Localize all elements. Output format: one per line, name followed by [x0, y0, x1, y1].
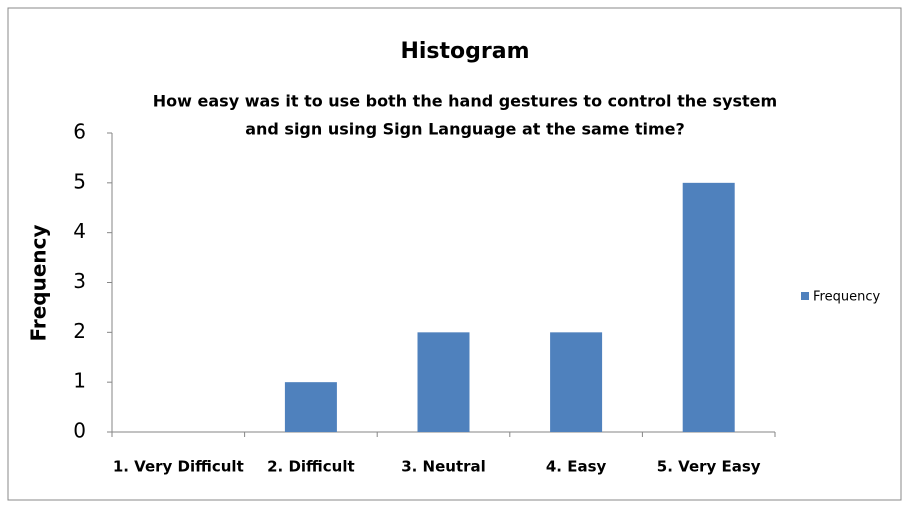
chart-subtitle: How easy was it to use both the hand ges…	[153, 92, 777, 111]
y-tick-label: 6	[73, 120, 86, 144]
y-tick-label: 4	[73, 219, 86, 243]
legend-label: Frequency	[813, 290, 880, 305]
bar	[550, 332, 603, 432]
chart-title: Histogram	[400, 39, 529, 64]
legend-swatch	[801, 292, 809, 300]
y-tick-label: 1	[73, 369, 86, 393]
x-tick-label: 3. Neutral	[401, 458, 486, 476]
x-tick-label: 2. Difficult	[267, 458, 355, 476]
bar	[284, 382, 337, 432]
bar	[417, 332, 470, 432]
y-tick-label: 3	[73, 269, 86, 293]
bar	[682, 182, 735, 432]
y-tick-label: 5	[73, 169, 86, 193]
x-tick-label: 1. Very Difficult	[113, 458, 244, 476]
x-tick-label: 4. Easy	[546, 458, 607, 476]
x-tick-label: 5. Very Easy	[657, 458, 761, 476]
chart-subtitle: and sign using Sign Language at the same…	[245, 120, 685, 139]
y-tick-label: 0	[73, 419, 86, 443]
y-axis-label: Frequency	[27, 224, 51, 341]
y-tick-label: 2	[73, 319, 86, 343]
